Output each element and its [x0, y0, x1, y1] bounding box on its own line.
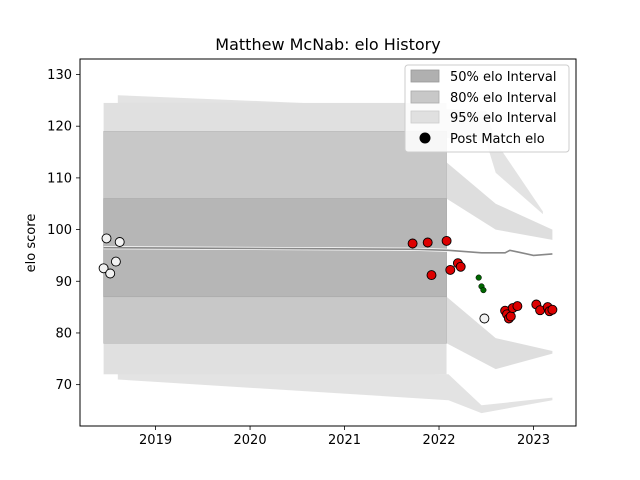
x-tick-label-2020: 2020: [234, 433, 267, 448]
y-tick-label-110: 110: [47, 171, 72, 186]
chart-title: Matthew McNab: elo History: [215, 35, 440, 54]
legend-marker-post-match: [419, 132, 431, 144]
point-neutral-2: [105, 268, 116, 279]
legend-label-50: 50% elo Interval: [450, 70, 557, 85]
legend-swatch-95: [410, 110, 440, 124]
x-tick-label-2022: 2022: [422, 433, 455, 448]
point-neutral-4: [114, 237, 125, 247]
legend-swatch-50: [410, 69, 440, 83]
point-neutral-3: [110, 256, 121, 267]
point-loss-12: [512, 301, 523, 312]
point-loss-10: [505, 311, 516, 322]
legend-label-95: 95% elo Interval: [450, 111, 557, 126]
axes-frame: [79, 58, 577, 427]
legend-label-post-match: Post Match elo: [450, 132, 545, 147]
y-tick-label-120: 120: [47, 120, 72, 135]
point-loss-0: [407, 238, 418, 249]
point-loss-4: [445, 264, 456, 275]
band-80-lower-tail: [446, 296, 553, 370]
y-tick-label-90: 90: [55, 275, 72, 290]
mean-line: [103, 246, 553, 257]
point-loss-1: [422, 237, 433, 248]
x-tick-label-2019: 2019: [139, 433, 172, 448]
point-neutral-5: [479, 313, 490, 324]
y-axis-label: elo score: [24, 214, 39, 273]
point-neutral-1: [101, 233, 112, 244]
x-tick-label-2023: 2023: [517, 433, 550, 448]
point-win-0: [475, 274, 482, 281]
y-tick-label-100: 100: [47, 223, 72, 238]
legend: 50% elo Interval 80% elo Interval 95% el…: [404, 64, 570, 153]
legend-swatch-80: [410, 90, 440, 104]
band-95-lower-fan: [117, 369, 553, 414]
y-tick-label-70: 70: [55, 378, 72, 393]
point-win-2: [480, 287, 487, 294]
axes: 2019 2020 2021 2022 2023 70 80 90 100 110 120 130: [47, 58, 577, 448]
y-tick-label-80: 80: [55, 326, 72, 341]
band-80-upper-tail: [446, 162, 553, 240]
point-neutral-0: [98, 263, 109, 274]
legend-box: [404, 64, 570, 153]
point-loss-2: [426, 270, 437, 281]
point-loss-3: [441, 235, 452, 246]
plot-area: [98, 95, 558, 414]
point-loss-6: [455, 261, 466, 272]
y-tick-label-130: 130: [47, 68, 72, 83]
legend-label-80: 80% elo Interval: [450, 91, 557, 106]
point-loss-17: [547, 304, 558, 315]
x-tick-label-2021: 2021: [328, 433, 361, 448]
